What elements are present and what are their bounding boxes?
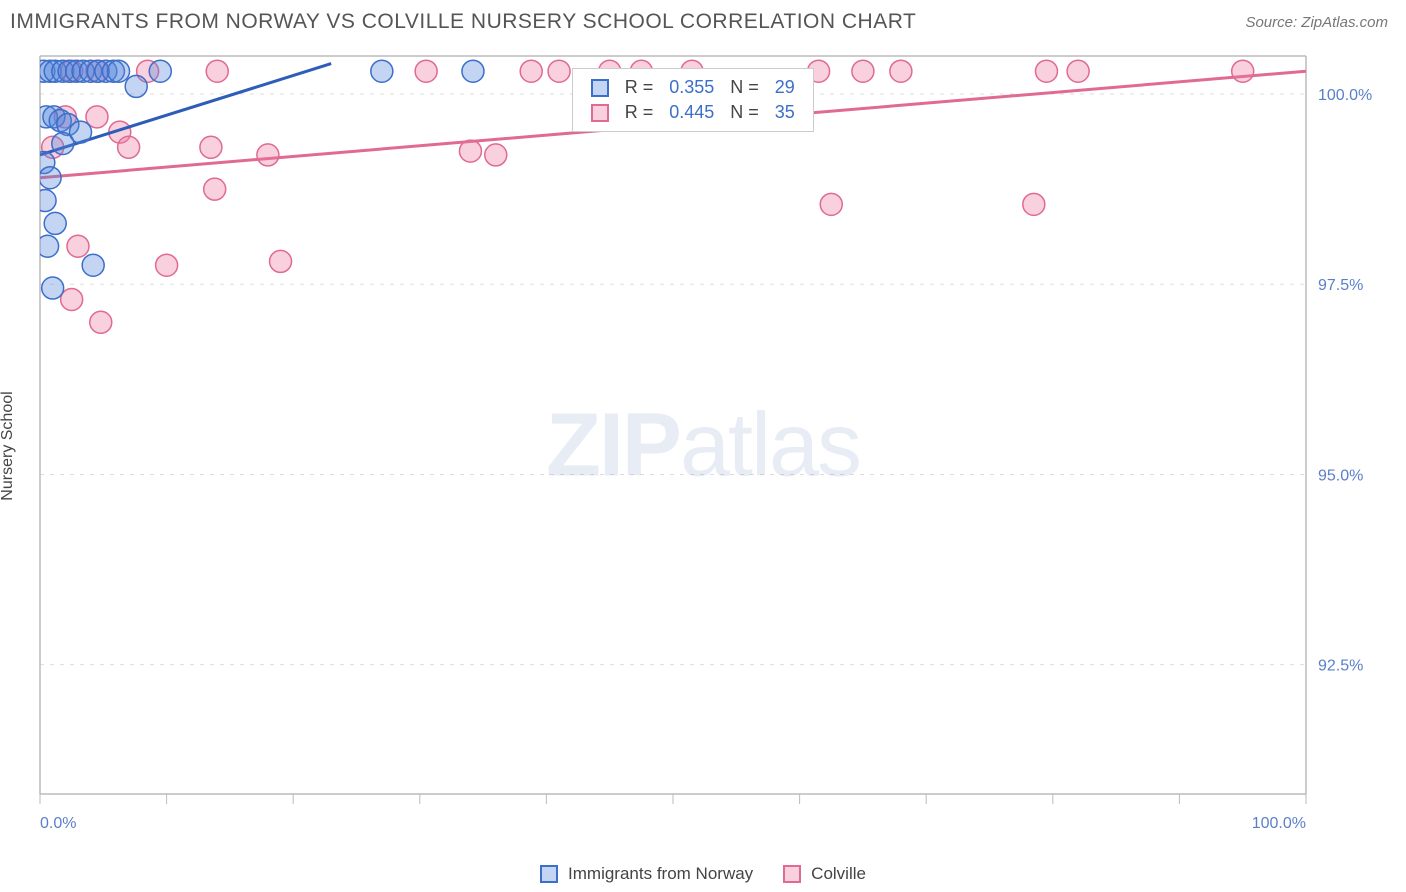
blue-swatch-icon	[540, 865, 558, 883]
n-label: N =	[722, 75, 767, 100]
legend-bottom: Immigrants from Norway Colville	[0, 864, 1406, 884]
r-label: R =	[617, 75, 662, 100]
svg-text:92.5%: 92.5%	[1318, 658, 1363, 675]
svg-text:97.5%: 97.5%	[1318, 277, 1363, 294]
svg-text:0.0%: 0.0%	[40, 815, 76, 832]
pink-swatch-icon	[591, 104, 609, 122]
legend-item-blue: Immigrants from Norway	[540, 864, 753, 884]
legend-blue-label: Immigrants from Norway	[568, 864, 753, 884]
scatter-chart-svg: 92.5% 95.0% 97.5% 100.0% 0.0% 100.0%	[10, 48, 1396, 844]
stat-row-blue: R = 0.355 N = 29	[583, 75, 803, 100]
svg-text:95.0%: 95.0%	[1318, 467, 1363, 484]
blue-swatch-icon	[591, 79, 609, 97]
n-label: N =	[722, 100, 767, 125]
pink-swatch-icon	[783, 865, 801, 883]
pink-r-value: 0.445	[661, 100, 722, 125]
blue-r-value: 0.355	[661, 75, 722, 100]
blue-n-value: 29	[767, 75, 803, 100]
legend-item-pink: Colville	[783, 864, 866, 884]
chart-header: IMMIGRANTS FROM NORWAY VS COLVILLE NURSE…	[0, 0, 1406, 40]
chart-area: Nursery School 92.5%95.0%97.5%100.0%0.0%…	[10, 48, 1396, 844]
y-axis-label: Nursery School	[0, 391, 17, 500]
stat-row-pink: R = 0.445 N = 35	[583, 100, 803, 125]
r-label: R =	[617, 100, 662, 125]
chart-source: Source: ZipAtlas.com	[1245, 14, 1388, 31]
svg-text:100.0%: 100.0%	[1252, 815, 1306, 832]
pink-n-value: 35	[767, 100, 803, 125]
chart-title: IMMIGRANTS FROM NORWAY VS COLVILLE NURSE…	[10, 10, 916, 34]
legend-pink-label: Colville	[811, 864, 866, 884]
svg-text:100.0%: 100.0%	[1318, 87, 1372, 104]
correlation-stat-box: R = 0.355 N = 29 R = 0.445 N = 35	[572, 68, 814, 132]
